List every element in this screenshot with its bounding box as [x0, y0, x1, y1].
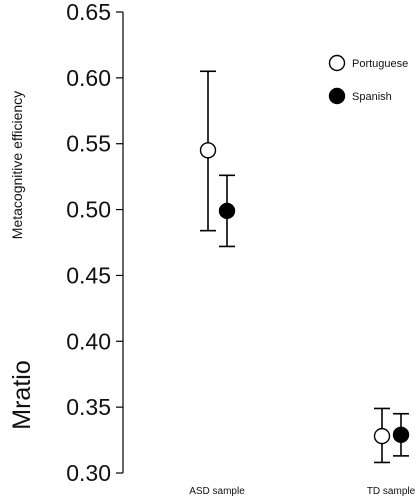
x-category-label: ASD sample	[189, 486, 245, 497]
y-tick-label: 0.30	[66, 460, 111, 486]
legend-item: Spanish	[328, 87, 392, 105]
y-ticks	[116, 11, 123, 474]
y-tick-label: 0.65	[66, 0, 111, 25]
legend-item: Portuguese	[328, 54, 408, 72]
y-tick-label: 0.55	[66, 131, 111, 157]
data-point	[392, 426, 410, 444]
legend-marker	[328, 87, 346, 105]
x-category-label: TD sample	[367, 486, 415, 497]
legend-label: Spanish	[352, 91, 392, 103]
series-spanish	[218, 174, 410, 457]
y-tick-label: 0.50	[66, 197, 111, 223]
y-tick-label: 0.45	[66, 262, 111, 288]
y-axis-subtitle: Metacognitive efficiency	[9, 91, 25, 239]
y-axis: 0.65 0.60 0.55 0.50 0.45 0.40 0.35 0.30	[66, 0, 124, 486]
y-tick-label: 0.35	[66, 394, 111, 420]
series-portuguese	[199, 70, 391, 464]
legend-label: Portuguese	[352, 58, 408, 70]
data-series	[199, 70, 410, 464]
y-axis-title: Mratio	[8, 360, 36, 429]
legend: Portuguese Spanish	[328, 54, 408, 105]
data-point	[199, 142, 217, 159]
legend-marker	[328, 54, 346, 72]
x-category-labels: ASD sample TD sample	[189, 486, 415, 497]
y-tick-label: 0.40	[66, 328, 111, 354]
y-tick-label: 0.60	[66, 65, 111, 91]
data-point	[218, 202, 236, 220]
data-point	[373, 427, 391, 445]
y-tick-labels: 0.65 0.60 0.55 0.50 0.45 0.40 0.35 0.30	[66, 0, 111, 486]
